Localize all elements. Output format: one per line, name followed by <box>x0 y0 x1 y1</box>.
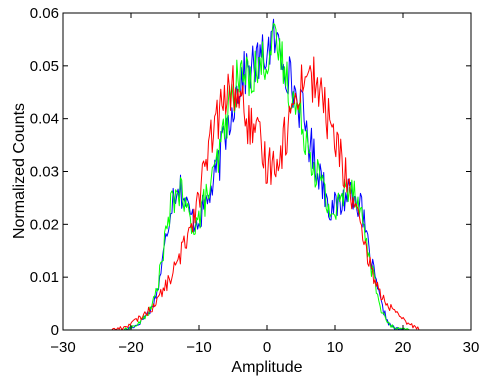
series-line-3 <box>110 56 423 331</box>
x-tick-label: −10 <box>186 339 211 356</box>
y-tick-label: 0.01 <box>30 269 59 286</box>
x-tick-label: 30 <box>463 339 480 356</box>
y-tick-label: 0.06 <box>30 5 59 22</box>
plot-area <box>63 13 471 330</box>
series-layer <box>110 18 423 331</box>
series-line-1 <box>123 18 410 331</box>
y-tick-label: 0.03 <box>30 164 59 181</box>
x-tick-label: 20 <box>395 339 412 356</box>
y-tick-label: 0.02 <box>30 216 59 233</box>
plot-frame <box>62 12 472 331</box>
x-tick-label: 10 <box>327 339 344 356</box>
y-axis-label: Normalized Counts <box>11 103 28 239</box>
y-tick-label: 0.04 <box>30 111 59 128</box>
axes-layer: −30 −20 −10 0 10 20 30 0 0.01 0.02 0.03 0.04 0.05 0.0… <box>30 5 480 356</box>
x-tick-label: −30 <box>50 339 75 356</box>
series-line-2 <box>123 22 410 331</box>
x-tick-label: −20 <box>118 339 143 356</box>
y-tick-label: 0 <box>51 322 59 339</box>
x-axis-label: Amplitude <box>231 359 302 376</box>
x-tick-label: 0 <box>263 339 271 356</box>
y-tick-label: 0.05 <box>30 58 59 75</box>
